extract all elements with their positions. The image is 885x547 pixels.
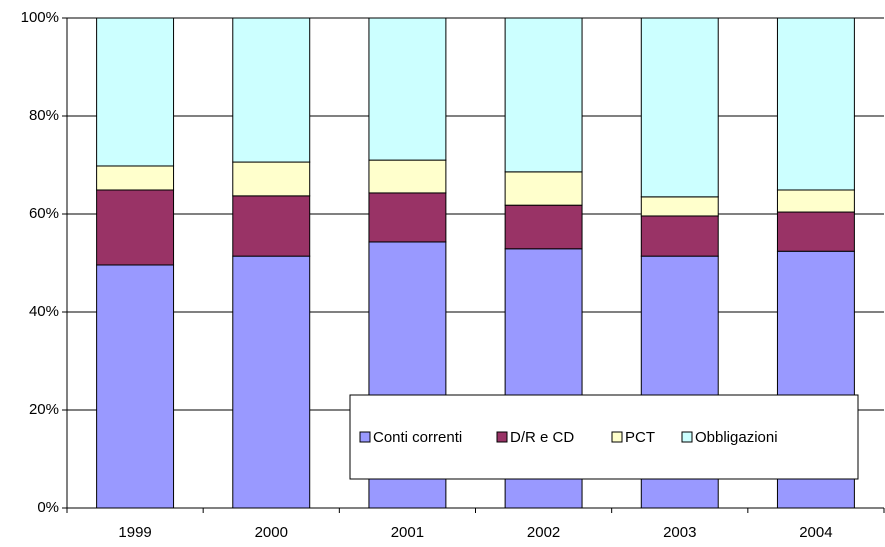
y-tick-label: 60% (29, 205, 59, 222)
legend-label: PCT (625, 429, 655, 446)
bar-segment (504, 17, 583, 173)
x-tick-label: 2000 (255, 524, 288, 541)
legend-swatch (611, 431, 623, 443)
bar-segment (232, 195, 311, 257)
bar-segment (368, 159, 447, 194)
x-tick-label: 2003 (663, 524, 696, 541)
bar-segment (96, 165, 175, 191)
y-tick-label: 0% (37, 499, 59, 516)
bar-segment (232, 255, 311, 509)
x-tick-label: 1999 (118, 524, 151, 541)
y-tick-label: 40% (29, 303, 59, 320)
bar-segment (640, 196, 719, 217)
legend-label: Conti correnti (373, 429, 462, 446)
bar-segment (776, 189, 855, 213)
legend-swatch (359, 431, 371, 443)
bar-segment (640, 17, 719, 198)
bar-segment (368, 17, 447, 161)
legend-swatch (681, 431, 693, 443)
bar-segment (776, 211, 855, 252)
bar-segment (96, 17, 175, 167)
bar-segment (96, 189, 175, 266)
x-tick-label: 2002 (527, 524, 560, 541)
bar-segment (232, 17, 311, 163)
bar-segment (504, 204, 583, 250)
legend-label: Obbligazioni (695, 429, 778, 446)
y-tick-label: 20% (29, 401, 59, 418)
x-tick-label: 2001 (391, 524, 424, 541)
legend-box (349, 394, 859, 480)
legend-swatch (496, 431, 508, 443)
bar-segment (368, 192, 447, 243)
bar-segment (504, 171, 583, 206)
bar-segment (776, 17, 855, 191)
y-tick-label: 100% (21, 9, 59, 26)
bar-segment (232, 161, 311, 197)
x-tick-label: 2004 (799, 524, 832, 541)
legend: Conti correnti D/R e CD PCT Obbligazioni (349, 394, 859, 480)
bar-segment (96, 264, 175, 509)
y-tick-label: 80% (29, 107, 59, 124)
legend-label: D/R e CD (510, 429, 574, 446)
bar-segment (640, 215, 719, 257)
